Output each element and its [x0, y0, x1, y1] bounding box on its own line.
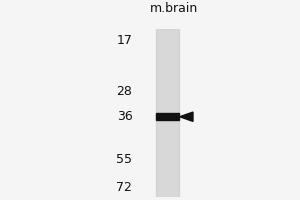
Text: m.brain: m.brain — [149, 2, 198, 15]
Text: 36: 36 — [117, 110, 132, 123]
Text: 55: 55 — [116, 153, 132, 166]
Text: 72: 72 — [116, 181, 132, 194]
Bar — [156, 29, 179, 197]
Polygon shape — [180, 112, 193, 121]
Text: 17: 17 — [116, 34, 132, 47]
Bar — [156, 113, 179, 120]
Text: 28: 28 — [116, 85, 132, 98]
